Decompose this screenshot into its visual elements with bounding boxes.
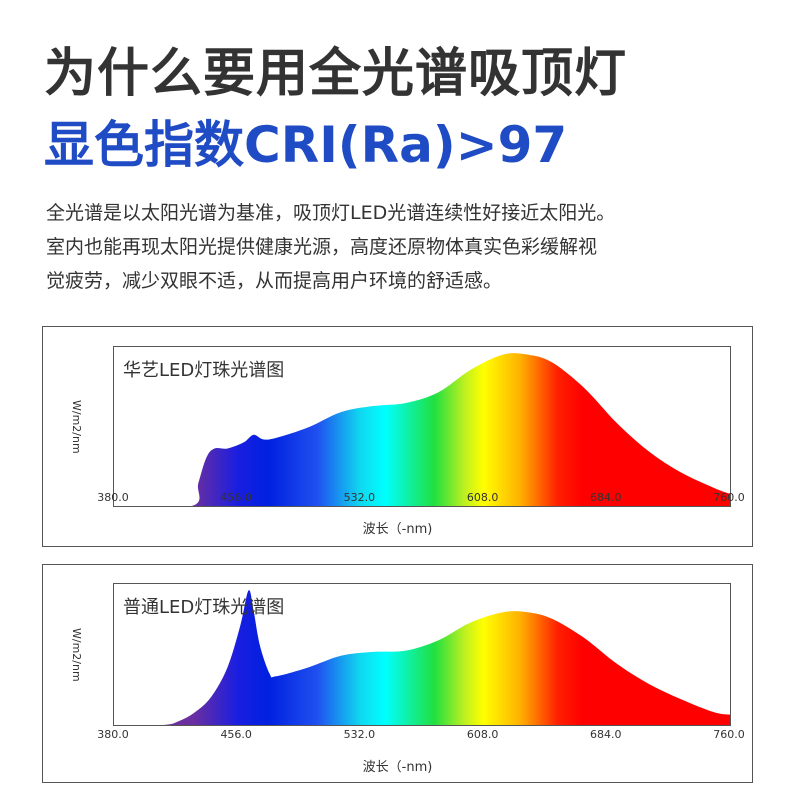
x-tick: 684.0 bbox=[590, 728, 622, 741]
plot-area: 普通LED灯珠光谱图 bbox=[113, 583, 731, 726]
cri-subtitle: 显色指数CRI(Ra)>97 bbox=[44, 116, 568, 174]
chart-title: 华艺LED灯珠光谱图 bbox=[123, 360, 285, 381]
description-line: 觉疲劳，减少双眼不适，从而提高用户环境的舒适感。 bbox=[46, 270, 503, 292]
description-line: 室内也能再现太阳光提供健康光源，高度还原物体真实色彩缓解视 bbox=[46, 236, 598, 258]
x-tick: 380.0 bbox=[97, 728, 129, 741]
x-tick: 532.0 bbox=[343, 491, 376, 504]
plot-area: 华艺LED灯珠光谱图 bbox=[113, 346, 731, 507]
chart-title: 普通LED灯珠光谱图 bbox=[123, 597, 285, 618]
x-tick: 684.0 bbox=[590, 491, 622, 504]
x-tick: 608.0 bbox=[466, 728, 499, 741]
x-tick: 456.0 bbox=[220, 491, 252, 504]
x-tick: 532.0 bbox=[343, 728, 376, 741]
description-line: 全光谱是以太阳光谱为基准，吸顶灯LED光谱连续性好接近太阳光。 bbox=[46, 202, 616, 224]
x-tick: 608.0 bbox=[466, 491, 499, 504]
huayi-spectrum-chart: W/m2/nm 华艺LED灯珠光谱图 380.0 456.0 532.0 608… bbox=[42, 326, 753, 547]
x-tick: 760.0 bbox=[713, 491, 745, 504]
x-axis-ticks: 380.0 456.0 532.0 608.0 684.0 760.0 bbox=[97, 491, 745, 507]
page-title: 为什么要用全光谱吸顶灯 bbox=[44, 44, 628, 104]
x-tick: 760.0 bbox=[713, 728, 745, 741]
description: 全光谱是以太阳光谱为基准，吸顶灯LED光谱连续性好接近太阳光。 室内也能再现太阳… bbox=[46, 196, 686, 298]
spectrum-area bbox=[114, 353, 730, 506]
y-axis-label: W/m2/nm bbox=[70, 400, 83, 454]
y-axis-label: W/m2/nm bbox=[70, 628, 83, 682]
x-axis-label: 波长（-nm) bbox=[362, 760, 433, 775]
x-tick: 456.0 bbox=[220, 728, 252, 741]
x-axis-label: 波长（-nm) bbox=[362, 522, 433, 537]
standard-led-spectrum-chart: W/m2/nm 普通LED灯珠光谱图 380.0 456.0 532.0 608… bbox=[42, 564, 753, 783]
x-tick: 380.0 bbox=[97, 491, 129, 504]
x-axis-ticks: 380.0 456.0 532.0 608.0 684.0 760.0 bbox=[97, 728, 745, 744]
spectrum-area bbox=[114, 590, 730, 725]
